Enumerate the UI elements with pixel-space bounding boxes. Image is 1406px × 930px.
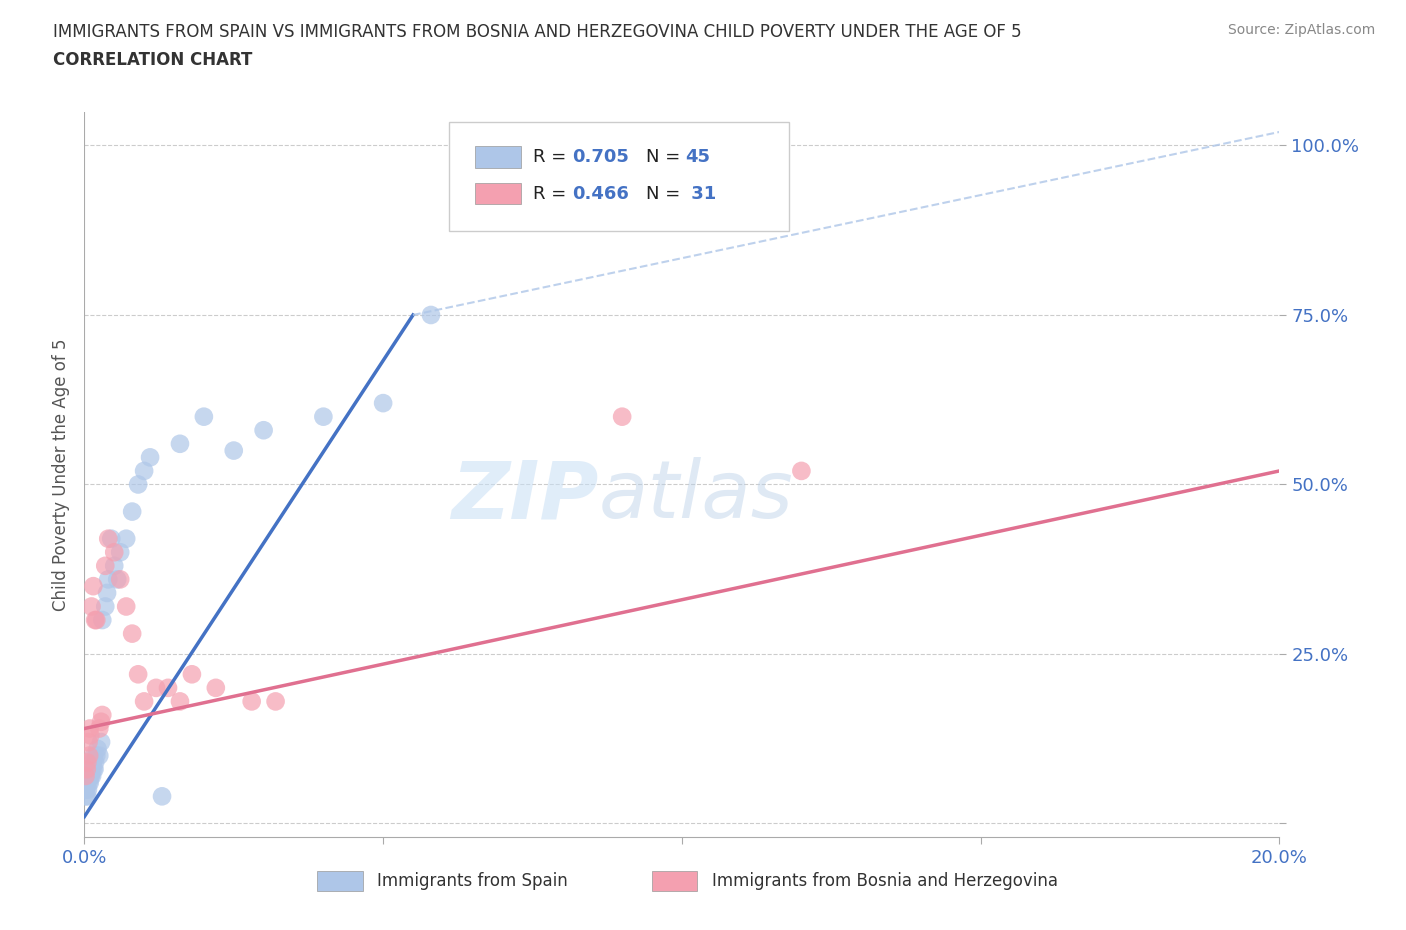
Point — [110, 572, 132, 587]
Point — [150, 789, 173, 804]
Point — [75, 782, 97, 797]
FancyBboxPatch shape — [652, 871, 697, 891]
Point — [79, 721, 101, 736]
Point — [79, 768, 101, 783]
Point — [82, 768, 104, 783]
Text: 0.466: 0.466 — [572, 184, 628, 203]
Point — [612, 409, 634, 424]
Point — [132, 694, 156, 709]
Point — [145, 681, 167, 696]
Text: 45: 45 — [686, 148, 710, 166]
Point — [420, 308, 443, 323]
Point — [82, 762, 104, 777]
Point — [121, 626, 143, 641]
Point — [89, 721, 111, 736]
Point — [86, 749, 108, 764]
Point — [139, 450, 162, 465]
Point — [157, 681, 180, 696]
Point — [76, 776, 98, 790]
Point — [790, 463, 813, 478]
Point — [82, 578, 104, 593]
Point — [97, 572, 120, 587]
Point — [83, 749, 105, 764]
Point — [94, 599, 117, 614]
Point — [77, 782, 100, 797]
Point — [103, 545, 125, 560]
Point — [115, 531, 138, 546]
Point — [82, 755, 104, 770]
Point — [75, 768, 97, 783]
Point — [96, 586, 118, 601]
Point — [132, 463, 156, 478]
Point — [77, 735, 100, 750]
Point — [79, 728, 101, 743]
Text: Immigrants from Bosnia and Herzegovina: Immigrants from Bosnia and Herzegovina — [711, 871, 1057, 889]
Text: atlas: atlas — [599, 457, 793, 535]
Point — [86, 741, 108, 756]
FancyBboxPatch shape — [318, 871, 363, 891]
Point — [193, 409, 215, 424]
Point — [127, 667, 149, 682]
Point — [103, 558, 125, 573]
Point — [77, 749, 100, 764]
Point — [94, 558, 117, 573]
Point — [373, 395, 395, 410]
Point — [169, 694, 191, 709]
Point — [80, 762, 103, 777]
Point — [91, 613, 114, 628]
Point — [100, 531, 122, 546]
Point — [76, 762, 98, 777]
Point — [80, 599, 103, 614]
Text: 0.705: 0.705 — [572, 148, 628, 166]
Text: Immigrants from Spain: Immigrants from Spain — [377, 871, 568, 889]
Point — [121, 504, 143, 519]
FancyBboxPatch shape — [449, 123, 790, 232]
Text: R =: R = — [533, 148, 571, 166]
Point — [77, 762, 100, 777]
Point — [76, 755, 98, 770]
Point — [89, 749, 111, 764]
Point — [84, 613, 107, 628]
Point — [75, 789, 97, 804]
Text: 31: 31 — [686, 184, 717, 203]
Text: R =: R = — [533, 184, 571, 203]
Point — [90, 735, 112, 750]
Point — [86, 613, 108, 628]
Point — [115, 599, 138, 614]
Point — [90, 714, 112, 729]
Point — [105, 572, 128, 587]
Point — [181, 667, 204, 682]
Point — [127, 477, 149, 492]
Text: ZIP: ZIP — [451, 457, 599, 535]
Point — [91, 708, 114, 723]
Point — [77, 768, 100, 783]
Point — [79, 776, 101, 790]
Text: Source: ZipAtlas.com: Source: ZipAtlas.com — [1227, 23, 1375, 37]
Point — [79, 762, 101, 777]
FancyBboxPatch shape — [475, 182, 520, 205]
Point — [84, 755, 107, 770]
FancyBboxPatch shape — [475, 146, 520, 168]
Point — [80, 768, 103, 783]
Point — [205, 681, 228, 696]
Point — [264, 694, 287, 709]
Point — [312, 409, 335, 424]
Point — [76, 768, 98, 783]
Y-axis label: Child Poverty Under the Age of 5: Child Poverty Under the Age of 5 — [52, 338, 70, 611]
Point — [77, 776, 100, 790]
Point — [240, 694, 263, 709]
Text: IMMIGRANTS FROM SPAIN VS IMMIGRANTS FROM BOSNIA AND HERZEGOVINA CHILD POVERTY UN: IMMIGRANTS FROM SPAIN VS IMMIGRANTS FROM… — [53, 23, 1022, 41]
Point — [97, 531, 120, 546]
Point — [76, 789, 98, 804]
Point — [83, 762, 105, 777]
Point — [169, 436, 191, 451]
Text: CORRELATION CHART: CORRELATION CHART — [53, 51, 253, 69]
Text: N =: N = — [647, 148, 686, 166]
Point — [253, 423, 276, 438]
Point — [110, 545, 132, 560]
Text: N =: N = — [647, 184, 686, 203]
Point — [222, 443, 245, 458]
